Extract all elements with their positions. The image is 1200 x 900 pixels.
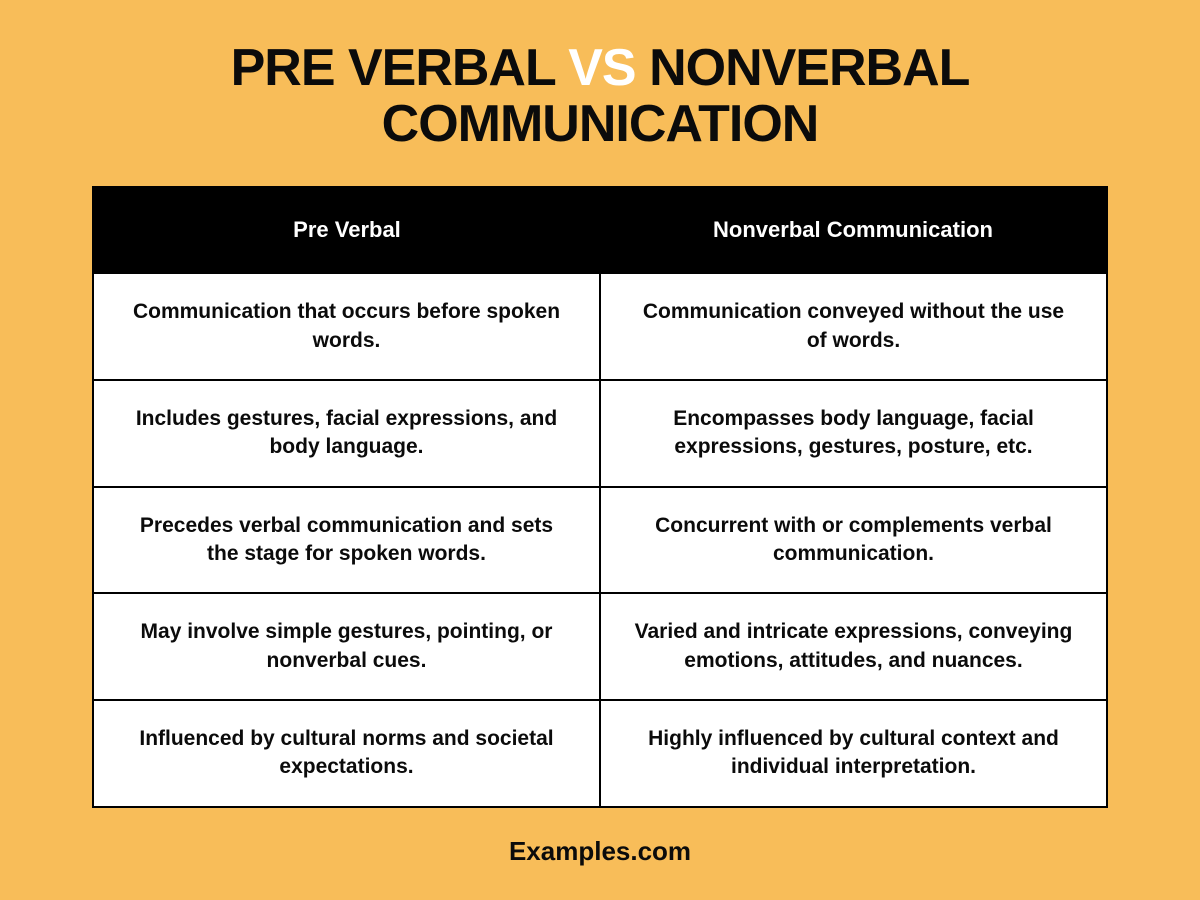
cell-preverbal: Communication that occurs before spoken … [93, 273, 600, 380]
table-row: May involve simple gestures, pointing, o… [93, 593, 1107, 700]
cell-nonverbal: Highly influenced by cultural context an… [600, 700, 1107, 807]
column-header-nonverbal: Nonverbal Communication [600, 187, 1107, 273]
column-header-preverbal: Pre Verbal [93, 187, 600, 273]
title-part1: PRE VERBAL [231, 39, 569, 97]
cell-preverbal: Precedes verbal communication and sets t… [93, 487, 600, 594]
page-title: PRE VERBAL VS NONVERBAL COMMUNICATION [231, 40, 970, 152]
cell-preverbal: Includes gestures, facial expressions, a… [93, 380, 600, 487]
cell-nonverbal: Varied and intricate expressions, convey… [600, 593, 1107, 700]
table-row: Precedes verbal communication and sets t… [93, 487, 1107, 594]
table-row: Influenced by cultural norms and societa… [93, 700, 1107, 807]
table-header-row: Pre Verbal Nonverbal Communication [93, 187, 1107, 273]
title-line-1: PRE VERBAL VS NONVERBAL [231, 40, 970, 96]
title-line-2: COMMUNICATION [231, 96, 970, 152]
cell-nonverbal: Concurrent with or complements verbal co… [600, 487, 1107, 594]
footer-attribution: Examples.com [509, 836, 691, 867]
table-row: Includes gestures, facial expressions, a… [93, 380, 1107, 487]
title-vs: VS [568, 39, 635, 97]
table-row: Communication that occurs before spoken … [93, 273, 1107, 380]
title-part2: NONVERBAL [636, 39, 970, 97]
cell-preverbal: May involve simple gestures, pointing, o… [93, 593, 600, 700]
cell-nonverbal: Encompasses body language, facial expres… [600, 380, 1107, 487]
comparison-table: Pre Verbal Nonverbal Communication Commu… [92, 186, 1108, 807]
cell-nonverbal: Communication conveyed without the use o… [600, 273, 1107, 380]
cell-preverbal: Influenced by cultural norms and societa… [93, 700, 600, 807]
